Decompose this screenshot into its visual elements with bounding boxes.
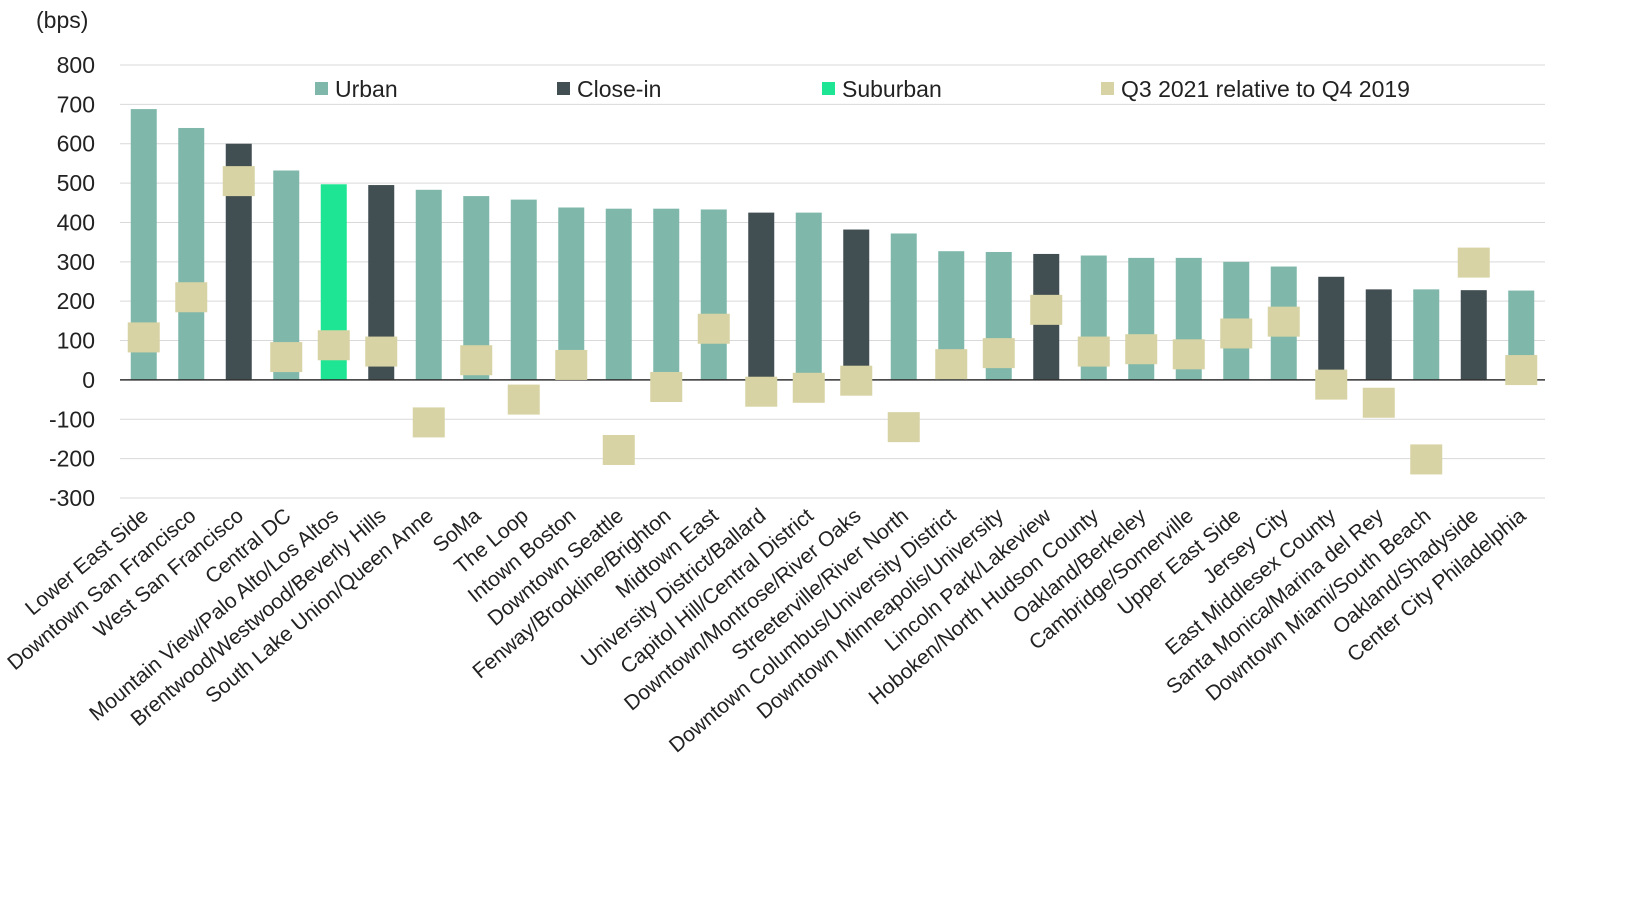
bar xyxy=(653,208,680,380)
bar xyxy=(843,229,870,380)
legend-swatch xyxy=(557,82,570,95)
bar xyxy=(178,127,205,380)
y-tick-label: 600 xyxy=(57,131,95,157)
y-tick-label: 100 xyxy=(57,328,95,354)
y-tick-label: 300 xyxy=(57,249,95,275)
y-tick-label: 800 xyxy=(57,52,95,78)
bar xyxy=(605,208,632,380)
change-marker xyxy=(1172,339,1205,370)
change-marker xyxy=(507,384,540,415)
y-axis-ticks: 800 700 600 500 400 300 200 100 0 -100 -200 -300 xyxy=(49,52,95,511)
y-tick-label: -100 xyxy=(49,406,95,432)
legend-label: Q3 2021 relative to Q4 2019 xyxy=(1121,76,1410,102)
change-marker xyxy=(555,349,588,380)
change-marker xyxy=(1125,334,1158,365)
change-marker xyxy=(1457,247,1490,278)
bar xyxy=(1365,289,1392,380)
change-marker xyxy=(365,336,398,367)
change-marker xyxy=(792,372,825,403)
bar xyxy=(890,233,917,380)
y-tick-label: 400 xyxy=(57,209,95,235)
y-tick-label: -200 xyxy=(49,446,95,472)
change-markers xyxy=(127,166,1538,475)
change-marker xyxy=(1030,294,1063,325)
y-tick-label: -300 xyxy=(49,485,95,511)
change-marker xyxy=(982,338,1015,369)
bar xyxy=(795,212,822,380)
legend-swatch xyxy=(1101,82,1114,95)
legend-swatch xyxy=(315,82,328,95)
change-marker xyxy=(1362,387,1395,418)
bar xyxy=(415,189,442,380)
y-axis-unit-label: (bps) xyxy=(36,7,88,33)
change-marker xyxy=(840,365,873,396)
legend: Urban Close-in Suburban Q3 2021 relative to… xyxy=(315,76,1410,102)
change-marker xyxy=(887,412,920,443)
legend-label: Urban xyxy=(335,76,398,102)
change-marker xyxy=(1315,369,1348,400)
gridlines xyxy=(120,64,1545,499)
y-tick-label: 500 xyxy=(57,170,95,196)
bar xyxy=(1413,289,1440,380)
change-marker xyxy=(222,166,255,197)
change-marker xyxy=(127,322,160,353)
legend-label: Close-in xyxy=(577,76,661,102)
change-marker xyxy=(697,313,730,344)
change-marker xyxy=(1267,306,1300,337)
bar xyxy=(700,209,727,380)
change-marker xyxy=(935,349,968,380)
change-marker xyxy=(1220,318,1253,349)
bar xyxy=(1460,290,1487,380)
bar xyxy=(1318,276,1345,380)
y-tick-label: 200 xyxy=(57,288,95,314)
change-marker xyxy=(602,434,635,465)
change-marker xyxy=(1410,444,1443,475)
y-tick-label: 0 xyxy=(82,367,95,393)
change-marker xyxy=(460,345,493,376)
legend-swatch xyxy=(822,82,835,95)
change-marker xyxy=(270,342,303,373)
y-tick-label: 700 xyxy=(57,91,95,117)
legend-label: Suburban xyxy=(842,76,942,102)
change-marker xyxy=(1077,336,1110,367)
change-marker xyxy=(175,282,208,313)
bar xyxy=(748,212,775,380)
change-marker xyxy=(1505,355,1538,386)
change-marker xyxy=(745,376,778,407)
change-marker xyxy=(650,371,683,402)
change-marker xyxy=(412,407,445,438)
bar xyxy=(510,199,537,380)
change-marker xyxy=(317,330,350,361)
